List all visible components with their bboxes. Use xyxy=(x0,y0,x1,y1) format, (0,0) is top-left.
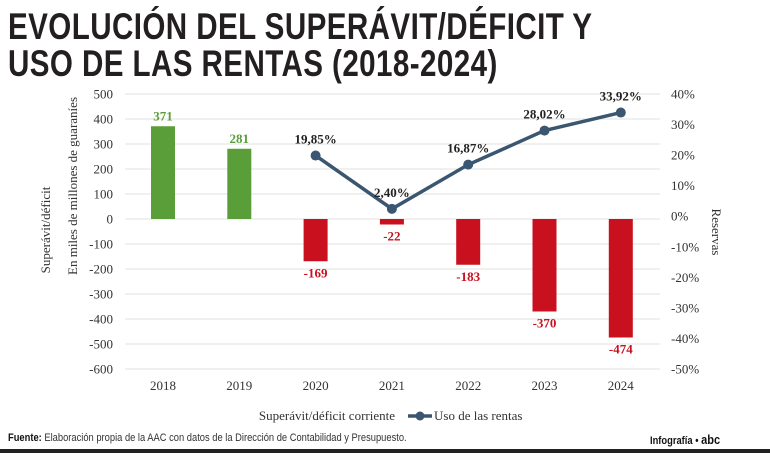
line-point xyxy=(386,203,397,214)
line-point xyxy=(539,125,550,136)
line-label: 19,85% xyxy=(294,132,336,147)
line-point xyxy=(615,107,626,118)
y-left-tick: 100 xyxy=(94,187,114,202)
line-point xyxy=(463,159,474,170)
source-label: Fuente: xyxy=(8,432,42,444)
y-left-tick: -200 xyxy=(89,262,113,277)
y-right-tick: -30% xyxy=(671,300,699,315)
y-right-title: Reservas xyxy=(709,209,724,256)
y-right-tick: 0% xyxy=(671,209,689,224)
y-left-tick: -600 xyxy=(89,362,113,377)
abc-logo: abc xyxy=(701,432,721,447)
bar xyxy=(608,219,633,338)
bar xyxy=(456,219,481,265)
bar xyxy=(379,219,404,225)
line-label: 16,87% xyxy=(447,141,489,156)
title-line-1: EVOLUCIÓN DEL SUPERÁVIT/DÉFICIT Y xyxy=(8,6,593,47)
x-tick: 2019 xyxy=(226,378,252,393)
bar xyxy=(151,126,175,219)
y-left-tick: -300 xyxy=(89,287,113,302)
x-tick: 2022 xyxy=(455,378,481,393)
source-note: Fuente: Elaboración propia de la AAC con… xyxy=(8,432,407,444)
bar-label: -474 xyxy=(609,342,633,357)
title-line-2: USO DE LAS RENTAS (2018-2024) xyxy=(8,43,498,84)
x-tick: 2020 xyxy=(303,378,329,393)
y-left-tick: 0 xyxy=(107,212,114,227)
y-left-tick: 300 xyxy=(94,137,114,152)
y-left-tick: -500 xyxy=(89,337,113,352)
x-tick: 2023 xyxy=(532,378,558,393)
line-label: 33,92% xyxy=(600,89,642,104)
bar xyxy=(303,219,328,262)
bar-label: 371 xyxy=(153,108,173,123)
bar xyxy=(532,219,557,312)
y-right-tick: -20% xyxy=(671,270,699,285)
y-right-tick: -10% xyxy=(671,239,699,254)
y-left-tick: -400 xyxy=(89,312,113,327)
y-left-tick: 400 xyxy=(94,112,114,127)
bar xyxy=(227,148,252,219)
bar-label: -169 xyxy=(304,265,328,280)
legend-line-label: Uso de las rentas xyxy=(434,408,522,423)
line-label: 28,02% xyxy=(523,107,565,122)
y-left-title: Superávit/déficit xyxy=(38,186,53,273)
line-point xyxy=(310,150,321,161)
y-right-tick: -40% xyxy=(671,331,699,346)
source-text: Elaboración propia de la AAC con datos d… xyxy=(41,432,407,444)
y-left-tick: 200 xyxy=(94,162,114,177)
y-right-tick: 30% xyxy=(671,117,695,132)
y-right-tick: -50% xyxy=(671,362,699,377)
line-label: 2,40% xyxy=(374,185,410,200)
x-tick: 2018 xyxy=(150,378,176,393)
x-tick: 2024 xyxy=(608,378,635,393)
bar-label: 281 xyxy=(230,131,250,146)
bar-label: -183 xyxy=(456,269,480,284)
bottom-bar xyxy=(0,449,770,453)
bar-label: -370 xyxy=(533,316,557,331)
credit-text: Infografía • xyxy=(650,435,699,447)
legend-line-marker xyxy=(415,411,425,421)
y-right-tick: 20% xyxy=(671,148,695,163)
y-right-tick: 40% xyxy=(671,86,695,101)
x-tick: 2021 xyxy=(379,378,405,393)
y-left-tick: 500 xyxy=(94,87,114,102)
y-left-tick: -100 xyxy=(89,237,113,252)
legend-bar-label: Superávit/déficit corriente xyxy=(259,408,395,423)
bar-label: -22 xyxy=(383,229,400,244)
y-right-tick: 10% xyxy=(671,178,695,193)
credit: Infografía • abc xyxy=(650,432,720,447)
y-left-subtitle: En miles de millones de guaraníes xyxy=(65,97,80,275)
